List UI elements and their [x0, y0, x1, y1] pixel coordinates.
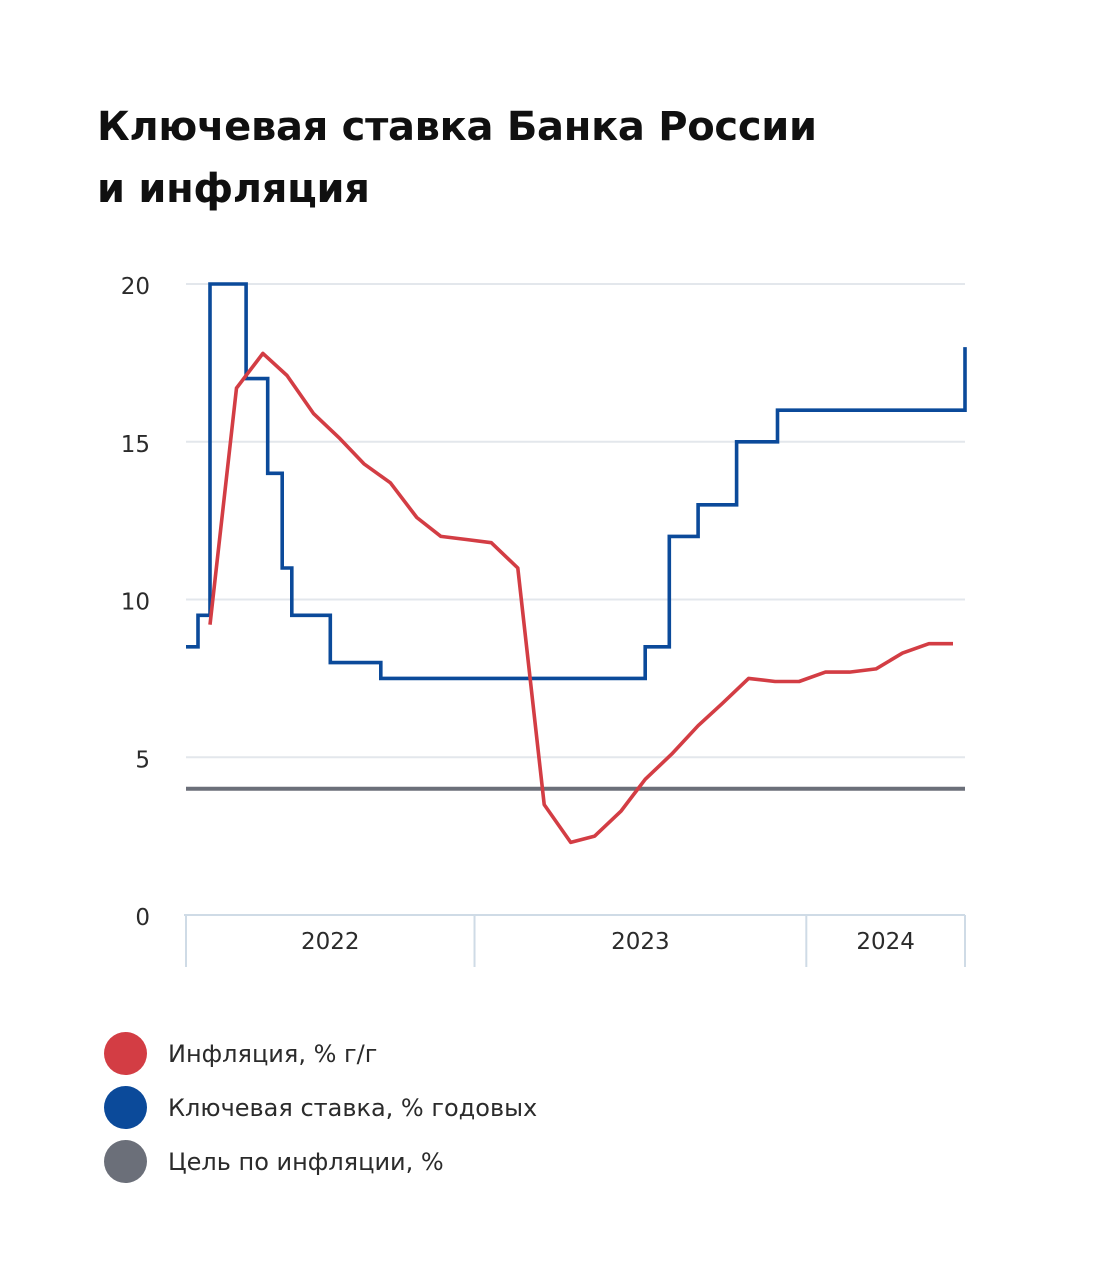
y-tick-label-10: 10	[121, 590, 150, 616]
chart-title-line-1: Ключевая ставка Банка России	[97, 104, 817, 150]
line-chart: 0 5 10 15 20 2022 2023 2024	[121, 274, 967, 967]
y-axis: 0 5 10 15 20	[121, 274, 150, 931]
inflation-line	[208, 351, 953, 845]
chart-title-line-2: и инфляция	[97, 166, 370, 212]
series-lines	[186, 282, 967, 845]
legend-label: Инфляция, % г/г	[168, 1040, 378, 1068]
y-tick-label-15: 15	[121, 432, 150, 458]
legend-swatch	[104, 1140, 147, 1183]
legend-swatch	[104, 1086, 147, 1129]
y-tick-label-0: 0	[135, 905, 150, 931]
x-axis: 2022 2023 2024	[184, 914, 966, 967]
legend-label: Ключевая ставка, % годовых	[168, 1094, 538, 1122]
legend-swatch	[104, 1032, 147, 1075]
x-tick-label-2022: 2022	[301, 929, 360, 955]
x-tick-label-2024: 2024	[856, 929, 915, 955]
chart-title: Ключевая ставка Банка России и инфляция	[97, 96, 817, 220]
grid-lines	[186, 283, 965, 759]
legend-label: Цель по инфляции, %	[168, 1148, 444, 1176]
y-tick-label-20: 20	[121, 274, 150, 300]
y-tick-label-5: 5	[135, 747, 150, 773]
key-rate-line	[186, 282, 967, 681]
x-tick-label-2023: 2023	[611, 929, 670, 955]
